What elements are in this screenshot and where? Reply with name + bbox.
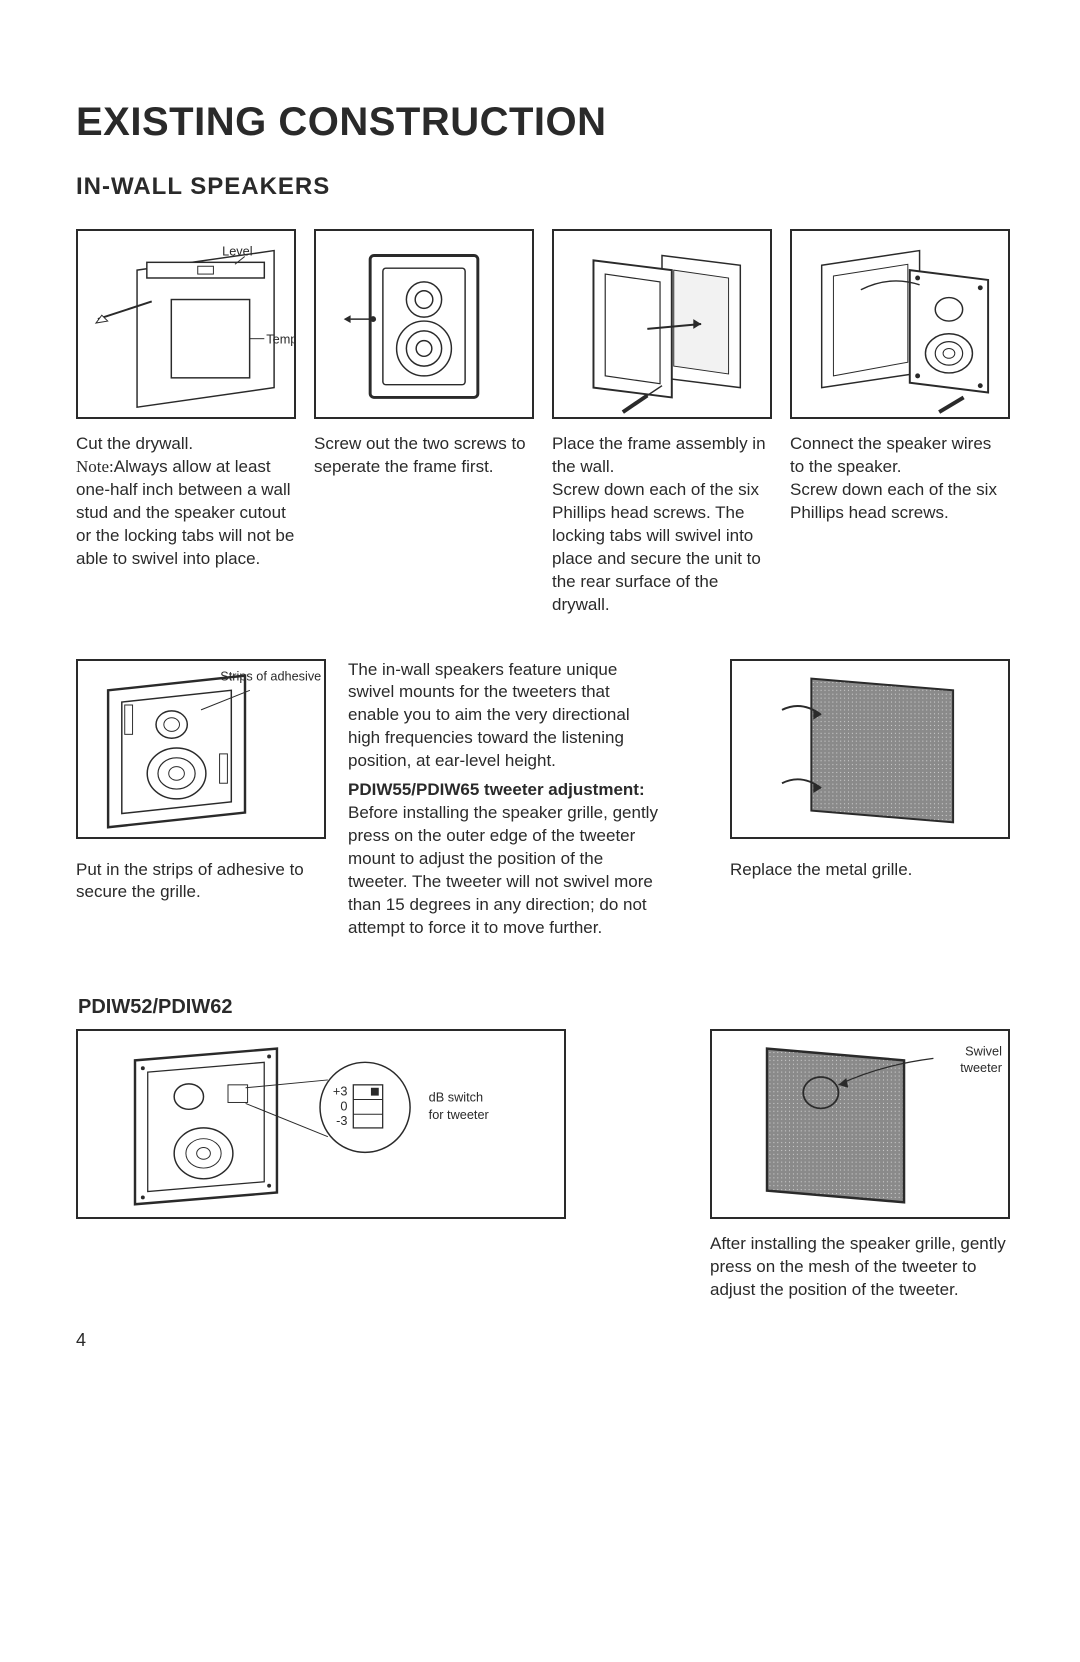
label-plus3: +3	[333, 1083, 348, 1098]
section-subtitle: IN-WALL SPEAKERS	[76, 173, 1010, 201]
swivel-caption: After installing the speaker grille, gen…	[710, 1233, 1010, 1302]
note-label: Note:	[76, 457, 114, 476]
step-4: Connect the speaker wires to the speaker…	[790, 229, 1010, 617]
top-figure-row: Level Template Cut the drywall. Note:Alw…	[76, 229, 1010, 617]
step-2-caption: Screw out the two screws to seperate the…	[314, 433, 534, 479]
tweeter-para1: The in-wall speakers feature unique swiv…	[348, 659, 658, 774]
page-title: EXISTING CONSTRUCTION	[76, 100, 1010, 145]
db-switch-figure-cell: +3 0 -3 dB switch for tweeter	[76, 1029, 566, 1302]
tweeter-heading: PDIW55/PDIW65 tweeter adjustment:	[348, 779, 658, 802]
adhesive-caption: Put in the strips of adhesive to secure …	[76, 859, 326, 905]
bottom-row: +3 0 -3 dB switch for tweeter	[76, 1029, 1010, 1302]
page: EXISTING CONSTRUCTION IN-WALL SPEAKERS L…	[0, 0, 1080, 1411]
label-level: Level	[222, 243, 252, 258]
step-3-caption2: Screw down each of the six Phillips head…	[552, 479, 772, 617]
step-3-caption: Place the frame assembly in the wall.	[552, 433, 772, 479]
step-1: Level Template Cut the drywall. Note:Alw…	[76, 229, 296, 617]
step-3: Place the frame assembly in the wall. Sc…	[552, 229, 772, 617]
mid-row: Strips of adhesive Put in the strips of …	[76, 659, 1010, 940]
step-adhesive: Strips of adhesive Put in the strips of …	[76, 659, 326, 940]
figure-separate-frame	[314, 229, 534, 419]
figure-replace-grille	[730, 659, 1010, 839]
figure-swivel-tweeter: Swivel tweeter	[710, 1029, 1010, 1219]
label-zero: 0	[340, 1098, 347, 1113]
figure-db-switch: +3 0 -3 dB switch for tweeter	[76, 1029, 566, 1219]
step-4-caption: Connect the speaker wires to the speaker…	[790, 433, 1010, 479]
replace-grille-caption: Replace the metal grille.	[730, 859, 1010, 882]
label-db-1: dB switch	[429, 1089, 483, 1104]
figure-place-frame	[552, 229, 772, 419]
page-number: 4	[76, 1330, 1010, 1351]
figure-connect-wires	[790, 229, 1010, 419]
label-db-2: for tweeter	[429, 1107, 490, 1122]
tweeter-adjust-text: The in-wall speakers feature unique swiv…	[348, 659, 658, 940]
figure-cut-drywall: Level Template	[76, 229, 296, 419]
swivel-figure-cell: Swivel tweeter After installing the spea…	[710, 1029, 1010, 1302]
step-replace-grille: Replace the metal grille.	[730, 659, 1010, 940]
label-swivel-2: tweeter	[960, 1060, 1002, 1075]
label-minus3: -3	[336, 1113, 347, 1128]
label-adhesive-1: Strips of adhesive	[220, 668, 321, 683]
model-heading: PDIW52/PDIW62	[78, 996, 1010, 1019]
step-4-caption2: Screw down each of the six Phillips head…	[790, 479, 1010, 525]
label-template: Template	[266, 332, 294, 347]
step-2: Screw out the two screws to seperate the…	[314, 229, 534, 617]
tweeter-para2: Before installing the speaker grille, ge…	[348, 802, 658, 940]
figure-adhesive: Strips of adhesive	[76, 659, 326, 839]
step-1-caption: Cut the drywall.	[76, 433, 296, 456]
label-swivel-1: Swivel	[965, 1043, 1002, 1058]
step-1-note: Note:Always allow at least one-half inch…	[76, 456, 296, 571]
